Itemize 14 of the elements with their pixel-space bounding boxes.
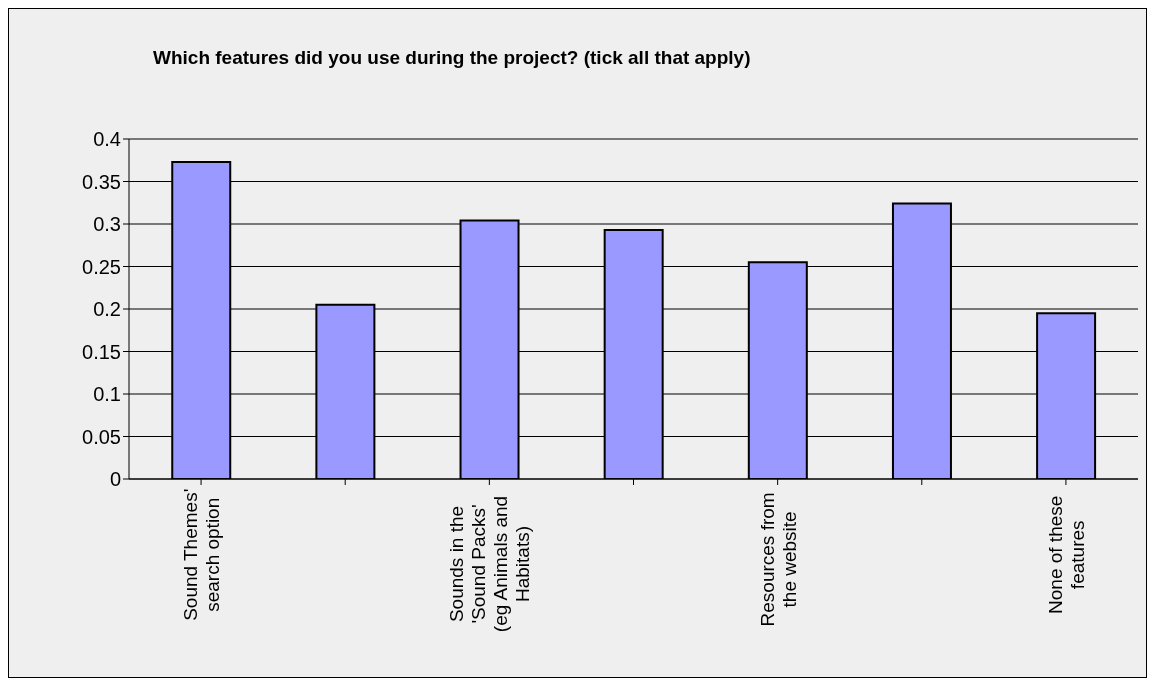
y-tick-label: 0.15 bbox=[82, 340, 121, 363]
y-tick-label: 0.35 bbox=[82, 170, 121, 193]
x-tick-label: Sound Themes' search option bbox=[180, 488, 224, 621]
x-tick-label: None of these features bbox=[1044, 495, 1088, 614]
y-tick-label: 0.25 bbox=[82, 255, 121, 278]
y-tick-label: 0.1 bbox=[93, 383, 121, 406]
y-tick-label: 0.2 bbox=[93, 298, 121, 321]
x-tick-label: Resources from the website bbox=[756, 492, 800, 627]
y-tick-label: 0.3 bbox=[93, 213, 121, 236]
y-tick-label: 0.05 bbox=[82, 425, 121, 448]
chart-title: Which features did you use during the project? (tick all that apply) bbox=[153, 47, 751, 69]
y-tick-label: 0.4 bbox=[93, 128, 121, 151]
x-tick-label: Sounds in the 'Sound Packs' (eg Animals and Habitats) bbox=[446, 495, 534, 633]
y-tick-label: 0 bbox=[109, 468, 121, 491]
